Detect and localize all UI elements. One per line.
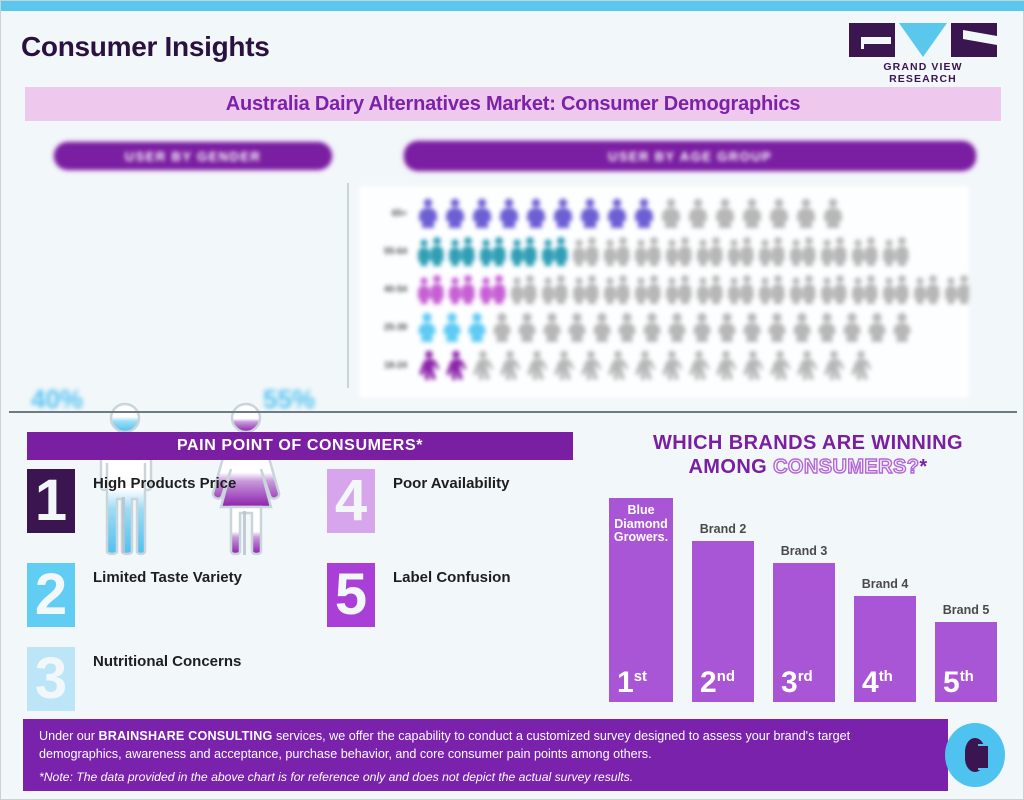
- female-percent-label: 55%: [263, 384, 316, 414]
- gender-block: 40% 55%: [1, 176, 346, 556]
- pain-points-header: PAIN POINT OF CONSUMERS*: [27, 432, 573, 460]
- pain-point-item: 3 Nutritional Concerns: [27, 647, 241, 711]
- pain-point-number-badge: 5: [327, 563, 375, 627]
- footer-disclaimer: *Note: The data provided in the above ch…: [39, 769, 634, 784]
- age-row-icons: [415, 236, 969, 266]
- pain-point-number: 2: [34, 563, 68, 627]
- section-pill-user-by-age-group: USER BY AGE GROUP: [404, 141, 976, 171]
- logo-marks: [849, 23, 997, 57]
- footer-brand: BRAINSHARE CONSULTING: [98, 729, 273, 743]
- top-accent-bar: [1, 1, 1024, 11]
- bar: Blue Diamond Growers. 1st: [609, 498, 673, 702]
- age-row: 55-64: [359, 232, 969, 270]
- brands-title-star: *: [919, 456, 928, 479]
- footer-badge-icon: [945, 723, 1005, 787]
- logo-v-icon: [899, 23, 947, 57]
- age-row-label: 40-54: [383, 284, 407, 294]
- footer-paragraph: Under our BRAINSHARE CONSULTING services…: [39, 728, 932, 764]
- pain-point-number-badge: 2: [27, 563, 75, 627]
- age-row-label: 25-39: [383, 322, 407, 332]
- banner-title: Australia Dairy Alternatives Market: Con…: [225, 92, 801, 115]
- brands-title-line1: WHICH BRANDS ARE WINNING: [653, 432, 963, 454]
- pain-point-label: Poor Availability: [393, 475, 510, 492]
- bar-label: Brand 3: [780, 544, 828, 558]
- pain-point-number: 5: [334, 563, 368, 627]
- bar: Brand 4 4th: [854, 577, 916, 702]
- pain-point-label: Nutritional Concerns: [93, 653, 242, 670]
- pain-point-label: Label Confusion: [393, 569, 511, 586]
- gvr-logo: GRAND VIEW RESEARCH: [849, 23, 997, 85]
- pain-point-number-badge: 4: [327, 469, 375, 533]
- pain-point-number: 4: [334, 469, 368, 533]
- bar: Brand 5 5th: [935, 603, 997, 702]
- bar-column: Brand 3 3rd: [773, 498, 835, 702]
- pain-point-number-badge: 1: [27, 469, 75, 533]
- age-row: 65+: [359, 194, 969, 232]
- age-row-icons: [415, 274, 969, 304]
- brands-bar-chart: Blue Diamond Growers. 1st Brand 2 2nd Brand 3 3…: [609, 498, 1009, 702]
- footer-post: services, we offer the capability to con…: [39, 729, 851, 761]
- section-pill-user-by-gender: USER BY GENDER: [54, 142, 332, 170]
- logo-g-icon: [849, 23, 895, 57]
- footer-note: Under our BRAINSHARE CONSULTING services…: [23, 719, 948, 791]
- pain-point-label: High Products Price: [93, 475, 237, 492]
- bar-label: Brand 2: [699, 522, 747, 536]
- bar: Brand 2 2nd: [692, 522, 754, 702]
- pain-point-label: Limited Taste Variety: [93, 569, 242, 586]
- bar-column: Brand 2 2nd: [692, 498, 754, 702]
- age-row-icons: [415, 198, 969, 228]
- bar-column: Blue Diamond Growers. 1st: [609, 498, 673, 702]
- age-row-icons: [415, 312, 969, 342]
- horizontal-divider: [9, 411, 1017, 413]
- page-title: Consumer Insights: [21, 31, 270, 62]
- bar-rank: 3rd: [781, 666, 813, 699]
- bar-rank: 1st: [617, 666, 648, 699]
- age-row: 18-24: [359, 346, 969, 384]
- pain-point-item: 5 Label Confusion: [327, 563, 511, 627]
- bar: Brand 3 3rd: [773, 544, 835, 702]
- age-group-pictogram-chart: 65+ 55-64 40-54 25-39 18-24: [359, 186, 969, 398]
- brands-title-consumers: CONSUMERS?: [772, 456, 920, 479]
- footer-pre: Under our: [39, 729, 99, 743]
- bar-column: Brand 4 4th: [854, 498, 916, 702]
- pain-point-number: 3: [34, 647, 68, 711]
- pain-point-item: 1 High Products Price: [27, 469, 236, 533]
- age-row-label: 55-64: [383, 246, 407, 256]
- age-row: 40-54: [359, 270, 969, 308]
- pain-point-item: 2 Limited Taste Variety: [27, 563, 242, 627]
- bar-label: Brand 4: [861, 577, 909, 591]
- bar-rank: 2nd: [700, 666, 736, 699]
- badge-inner-shape: [965, 738, 988, 772]
- pain-point-number-badge: 3: [27, 647, 75, 711]
- age-row-label: 65+: [391, 208, 407, 218]
- bar-label: Brand 5: [942, 603, 990, 617]
- brands-title: WHICH BRANDS ARE WINNING AMONG CONSUMERS…: [613, 431, 1003, 480]
- logo-r-icon: [951, 23, 997, 57]
- vertical-divider: [347, 183, 349, 388]
- bar-label: Blue Diamond Growers.: [613, 503, 669, 544]
- header: Consumer Insights GRAND VIEW RESEARCH: [1, 11, 1024, 85]
- bar-column: Brand 5 5th: [935, 498, 997, 702]
- pain-point-item: 4 Poor Availability: [327, 469, 509, 533]
- male-percent-label: 40%: [31, 384, 84, 414]
- age-row-label: 18-24: [383, 360, 407, 370]
- banner: Australia Dairy Alternatives Market: Con…: [25, 87, 1001, 121]
- bar-rank: 5th: [943, 666, 974, 699]
- bar-rank: 4th: [862, 666, 893, 699]
- logo-wordmark: GRAND VIEW RESEARCH: [883, 61, 963, 85]
- brands-title-among: AMONG: [688, 456, 774, 479]
- age-row-icons: [415, 350, 969, 380]
- pain-point-number: 1: [34, 469, 68, 533]
- age-row: 25-39: [359, 308, 969, 346]
